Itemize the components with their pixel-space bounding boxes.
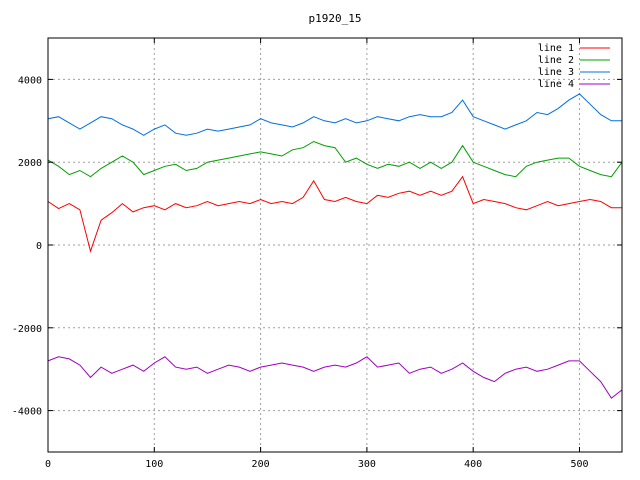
grid [48,38,622,452]
x-tick-label: 200 [252,459,270,470]
series-line-4 [47,356,623,399]
legend-label-1: line 1 [538,43,574,54]
y-axis-ticks: -4000 -2000 0 2000 4000 [12,75,622,418]
y-tick-label: 4000 [18,75,42,86]
x-tick-label: 400 [464,459,482,470]
legend-label-3: line 3 [538,67,574,78]
legend-label-4: line 4 [538,79,574,90]
series-lines [47,93,623,399]
x-axis-ticks: 0 100 200 300 400 500 [45,38,589,470]
y-tick-label: -4000 [12,407,42,418]
chart-title: p1920_15 [309,12,362,25]
x-tick-label: 500 [570,459,588,470]
x-tick-label: 100 [145,459,163,470]
series-line-2 [47,140,623,178]
y-tick-label: 2000 [18,158,42,169]
y-tick-label: -2000 [12,324,42,335]
legend-label-2: line 2 [538,55,574,66]
y-tick-label: 0 [36,241,42,252]
series-line-1 [47,175,622,253]
x-tick-label: 0 [45,459,51,470]
x-tick-label: 300 [358,459,376,470]
series-line-3 [47,93,622,136]
